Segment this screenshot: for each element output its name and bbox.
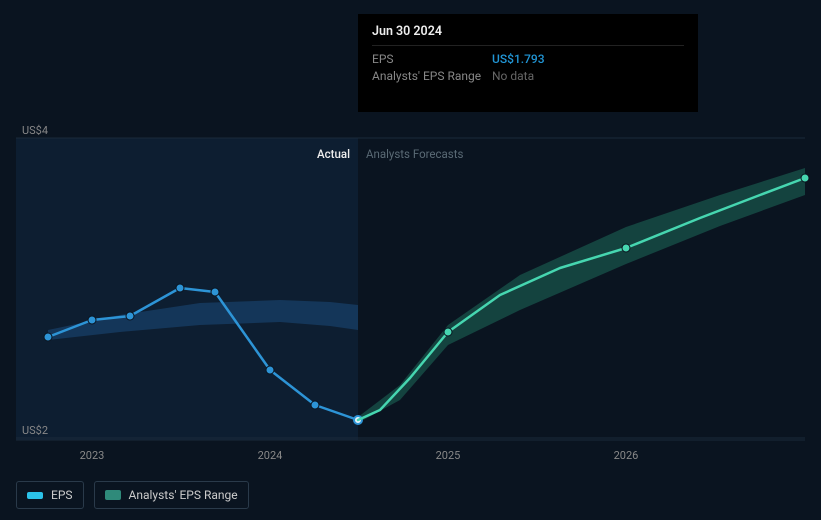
svg-text:Actual: Actual	[317, 147, 350, 161]
svg-text:US$2: US$2	[22, 424, 48, 437]
tooltip-date: Jun 30 2024	[372, 24, 684, 46]
tooltip-row-value: No data	[492, 69, 534, 83]
legend-label: EPS	[51, 488, 73, 502]
tooltip-row: EPSUS$1.793	[372, 52, 684, 66]
tooltip-row: Analysts' EPS RangeNo data	[372, 69, 684, 83]
tooltip-row-value: US$1.793	[492, 52, 545, 66]
legend-item[interactable]: Analysts' EPS Range	[94, 481, 249, 509]
svg-text:2025: 2025	[436, 449, 461, 462]
tooltip-row-label: EPS	[372, 52, 492, 66]
svg-text:2024: 2024	[258, 449, 283, 462]
legend-item[interactable]: EPS	[16, 481, 84, 509]
chart-tooltip: Jun 30 2024 EPSUS$1.793Analysts' EPS Ran…	[358, 14, 698, 112]
legend-swatch	[27, 492, 43, 499]
legend-label: Analysts' EPS Range	[129, 488, 238, 502]
chart-legend: EPS Analysts' EPS Range	[16, 481, 249, 509]
svg-text:Analysts Forecasts: Analysts Forecasts	[366, 147, 463, 161]
svg-text:US$4: US$4	[22, 124, 48, 137]
svg-text:2023: 2023	[80, 449, 105, 462]
legend-swatch	[105, 490, 121, 500]
tooltip-row-label: Analysts' EPS Range	[372, 69, 492, 83]
svg-text:2026: 2026	[614, 449, 639, 462]
